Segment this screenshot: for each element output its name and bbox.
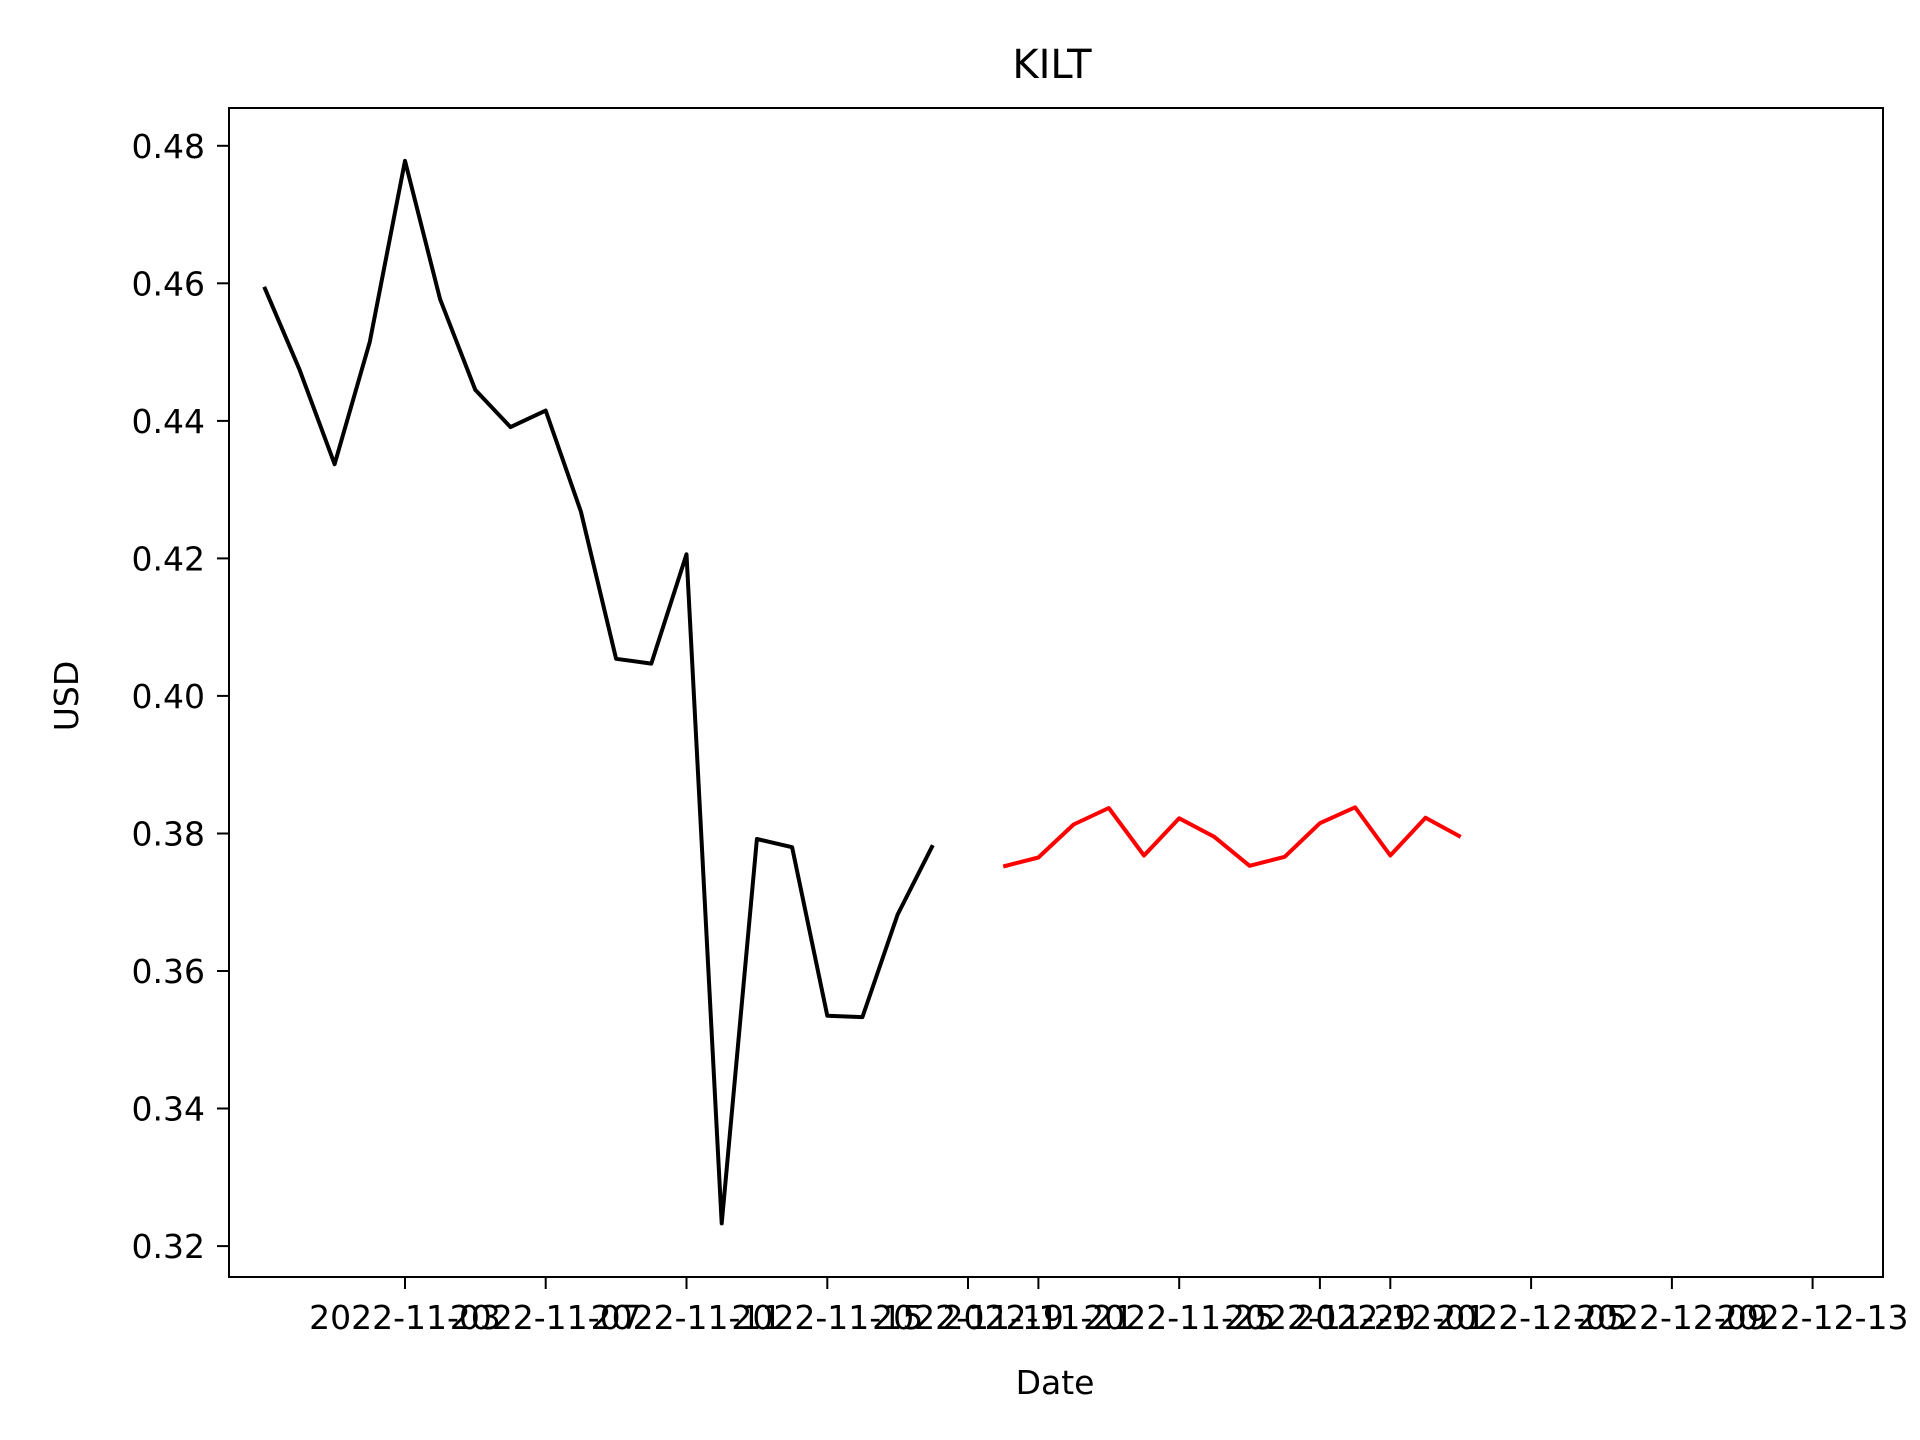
x-tick-label: 2022-11-15 [731, 1298, 923, 1337]
y-tick-label: 0.32 [132, 1227, 205, 1266]
x-tick-label: 2022-12-09 [1576, 1298, 1768, 1337]
x-tick-label: 2022-11-19 [872, 1298, 1064, 1337]
x-tick-label: 2022-12-01 [1294, 1298, 1486, 1337]
y-tick-label: 0.42 [132, 539, 205, 578]
y-tick-label: 0.38 [132, 815, 205, 854]
plot-area-frame [228, 107, 1884, 1278]
y-tick-label: 0.46 [132, 264, 205, 303]
y-tick-label: 0.34 [132, 1090, 205, 1129]
y-axis-label: USD [47, 661, 86, 732]
x-tick-label: 2022-11-25 [1083, 1298, 1275, 1337]
series-line-1 [262, 158, 935, 1226]
x-tick-label: 2022-11-03 [309, 1298, 501, 1337]
x-tick-label: 2022-11-29 [1224, 1298, 1416, 1337]
x-axis-ticks: 2022-11-032022-11-072022-11-112022-11-15… [309, 1277, 1908, 1337]
series-layer [262, 158, 1462, 1226]
y-tick-label: 0.40 [132, 677, 205, 716]
x-tick-label: 2022-12-05 [1435, 1298, 1627, 1337]
x-tick-label: 2022-11-07 [450, 1298, 642, 1337]
x-tick-label: 2022-11-21 [943, 1298, 1135, 1337]
x-tick-label: 2022-12-13 [1717, 1298, 1909, 1337]
x-axis-label: Date [1016, 1363, 1095, 1402]
y-tick-label: 0.48 [132, 127, 205, 166]
y-tick-label: 0.44 [132, 402, 205, 441]
series-line-2 [1002, 805, 1462, 869]
y-tick-label: 0.36 [132, 952, 205, 991]
x-tick-label: 2022-11-11 [591, 1298, 783, 1337]
chart-title: KILT [1012, 42, 1092, 88]
y-axis-ticks: 0.32 0.34 0.36 0.38 0.40 0.42 0.44 0.46 0.48 [132, 127, 229, 1266]
